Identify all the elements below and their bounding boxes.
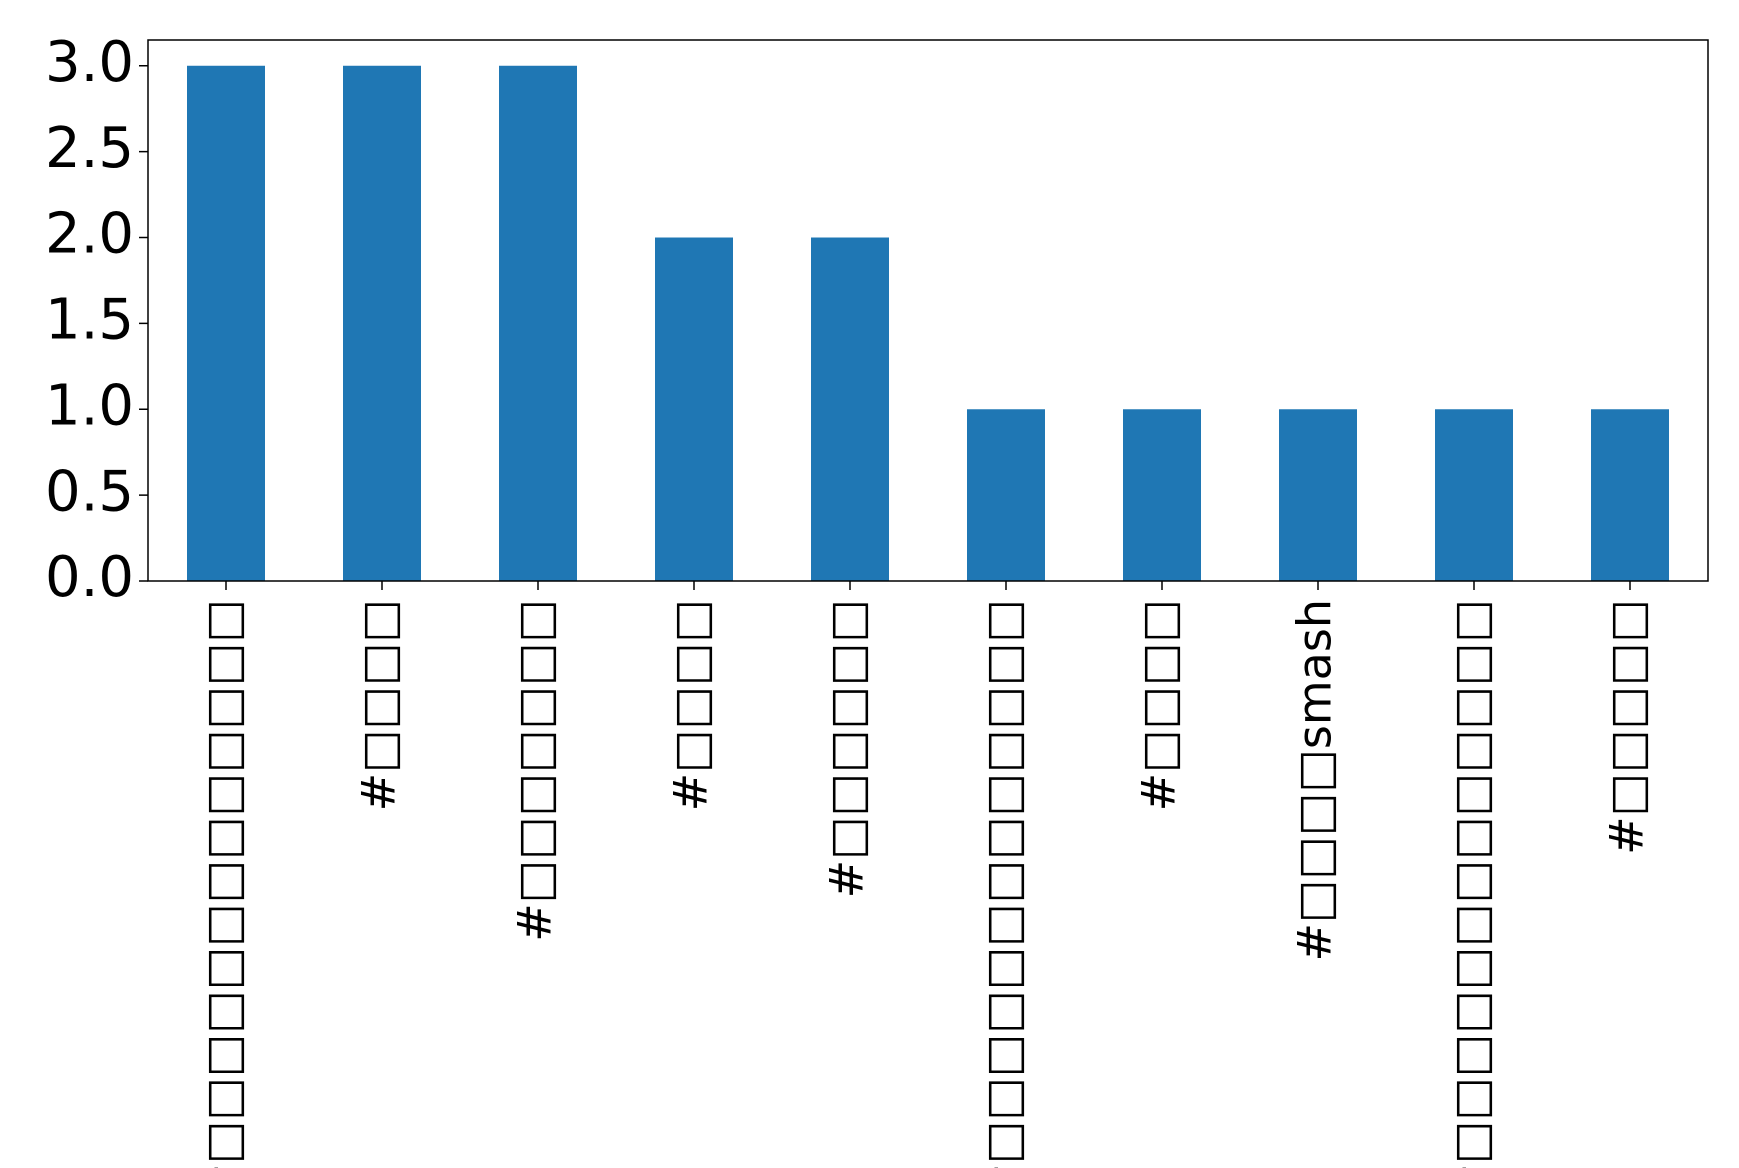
- x-tick-label: #□□□□□□□□□□□□□: [976, 599, 1030, 1168]
- bar: [1123, 409, 1201, 581]
- x-tick-label: #□□□□smash: [1288, 599, 1342, 961]
- bar: [655, 237, 733, 581]
- x-tick-label: #□□□□: [1132, 599, 1186, 811]
- y-tick-label: 2.5: [45, 116, 134, 181]
- bar: [499, 65, 577, 581]
- x-tick-label: #□□□□□: [1600, 599, 1654, 855]
- bar: [811, 237, 889, 581]
- bar: [187, 65, 265, 581]
- x-tick-label: #□□□□: [664, 599, 718, 811]
- y-tick-label: 1.0: [45, 373, 134, 438]
- bar: [1591, 409, 1669, 581]
- y-tick-label: 0.0: [45, 545, 134, 610]
- x-tick-label: #□□□□□□□□□□□□□: [196, 599, 250, 1168]
- bar: [1279, 409, 1357, 581]
- x-tick-label: #□□□□□□: [820, 599, 874, 898]
- bar: [1435, 409, 1513, 581]
- y-tick-label: 0.5: [45, 459, 134, 524]
- x-tick-label: #□□□□□□□: [508, 599, 562, 942]
- y-tick-label: 1.5: [45, 288, 134, 353]
- bar: [967, 409, 1045, 581]
- plot-frame: [147, 39, 1709, 582]
- x-tick-label: #□□□□□□□□□□□□□: [1444, 599, 1498, 1168]
- bar: [343, 65, 421, 581]
- y-tick-label: 3.0: [45, 30, 134, 95]
- y-tick-label: 2.0: [45, 202, 134, 267]
- x-tick-label: #□□□□: [352, 599, 406, 811]
